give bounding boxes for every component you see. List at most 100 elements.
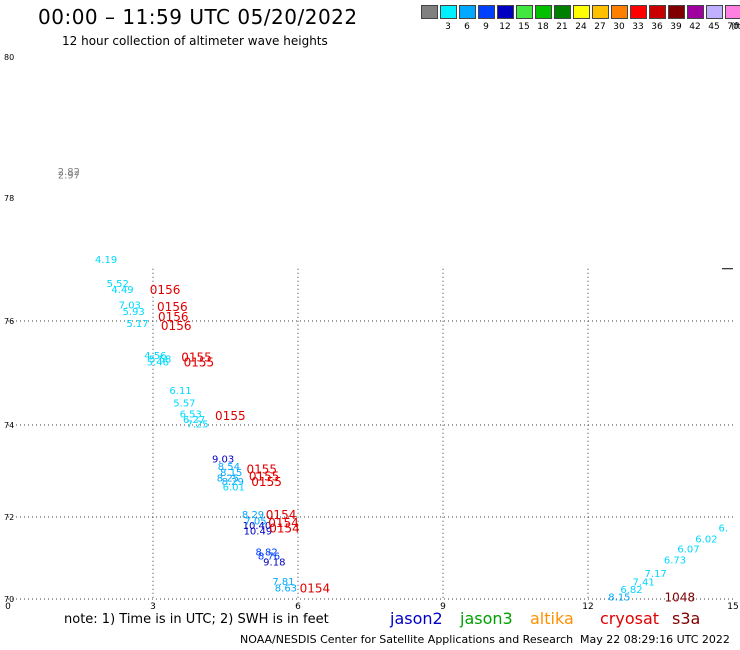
wave-height-label: 6.07 (677, 545, 699, 556)
legend-swatch (421, 5, 438, 19)
wave-height-label: 0156 (150, 283, 181, 297)
x-tick-label: 3 (150, 602, 156, 612)
legend-swatch (440, 5, 457, 19)
legend-swatch (497, 5, 514, 19)
wave-height-label: 8.76 (258, 552, 280, 563)
wave-height-label: 6.73 (664, 556, 686, 567)
wave-height-label: 0155 (249, 470, 280, 484)
legend-label: 33 (632, 22, 644, 32)
y-tick-label: 78 (4, 194, 14, 203)
legend-swatch (478, 5, 495, 19)
wave-height-label: 0155 (184, 356, 215, 370)
legend-swatch (630, 5, 647, 19)
y-tick-label: 80 (4, 53, 14, 62)
wave-height-label: 8.63 (275, 584, 297, 595)
wave-height-label: 0155 (181, 350, 212, 364)
wave-height-label: 0155 (215, 409, 246, 423)
y-tick-label: 72 (4, 513, 14, 522)
wave-height-label: 7.41 (632, 577, 654, 588)
legend-swatch (554, 5, 571, 19)
legend-swatch (649, 5, 666, 19)
x-tick-label: 0 (5, 602, 11, 612)
wave-height-label: 8.54 (218, 462, 240, 473)
legend-swatch (725, 5, 740, 19)
legend-swatch (459, 5, 476, 19)
legend-label: 21 (556, 22, 568, 32)
legend-label: 18 (537, 22, 549, 32)
legend-label: 45 (708, 22, 720, 32)
legend-swatch (516, 5, 533, 19)
wave-height-label: 0154 (269, 521, 300, 535)
wave-height-label: 2.82 (58, 167, 80, 178)
wave-height-label: 10.40 (243, 521, 272, 532)
wave-height-label: 4.56 (144, 351, 166, 362)
legend-label: 6 (464, 22, 470, 32)
y-tick-label: 76 (4, 317, 14, 326)
wave-height-label: 8.29 (242, 510, 264, 521)
legend-swatch (592, 5, 609, 19)
wave-height-label: 8.29 (222, 477, 244, 488)
legend-swatch (706, 5, 723, 19)
credit-line: NOAA/NESDIS Center for Satellite Applica… (240, 633, 574, 646)
wave-height-label: 0155 (251, 475, 282, 489)
wave-height-label: 0154 (268, 516, 299, 530)
legend-label: 30 (613, 22, 625, 32)
satellite-jason3: jason3 (460, 609, 513, 628)
wave-height-label: 4.49 (111, 285, 133, 296)
legend-label: 15 (518, 22, 530, 32)
wave-height-label: 8.82 (255, 547, 277, 558)
legend-label: 27 (594, 22, 606, 32)
legend-label: 9 (483, 22, 489, 32)
wave-height-label: 4.19 (95, 255, 117, 266)
y-tick-label: 70 (4, 595, 14, 604)
satellite-cryosat: cryosat (600, 609, 660, 628)
wave-height-label: 6. (719, 524, 729, 535)
wave-height-label: 7.25 (186, 419, 208, 430)
legend-swatch (611, 5, 628, 19)
wave-height-label: 0154 (266, 508, 297, 522)
wave-height-label: 5.57 (173, 399, 195, 410)
wave-height-label: 0156 (161, 319, 192, 333)
wave-height-label: 2.97 (58, 171, 80, 182)
legend-swatch (668, 5, 685, 19)
wave-height-label: 0155 (246, 463, 277, 477)
wave-height-label: 8.15 (608, 593, 630, 604)
wave-height-label: 9.18 (263, 558, 285, 569)
wave-height-label: 7.81 (272, 577, 294, 588)
x-tick-label: 6 (295, 602, 301, 612)
wave-height-label: 5.46 (147, 358, 169, 369)
wave-height-label: 6.82 (620, 585, 642, 596)
chart-title: 00:00 – 11:59 UTC 05/20/2022 (38, 5, 358, 29)
legend-label: 39 (670, 22, 682, 32)
wave-height-label: 6.01 (223, 483, 245, 494)
wave-height-label: 1048 (665, 591, 696, 605)
satellite-jason2: jason2 (390, 609, 443, 628)
wave-height-label: 0156 (158, 310, 189, 324)
wave-height-label: 5.52 (107, 279, 129, 290)
x-tick-label: 15 (727, 602, 738, 612)
wave-height-label: 8.15 (220, 468, 242, 479)
legend-label: 42 (689, 22, 701, 32)
legend-swatch (687, 5, 704, 19)
wave-height-label: 0154 (300, 582, 331, 596)
y-tick-label: 74 (4, 421, 14, 430)
wave-height-label: 6.11 (169, 386, 191, 397)
wave-height-label: 5.17 (126, 319, 148, 330)
x-tick-label: 12 (582, 602, 593, 612)
satellite-altika: altika (530, 609, 574, 628)
wave-height-label: 6.27 (183, 415, 205, 426)
footer-note: note: 1) Time is in UTC; 2) SWH is in fe… (64, 612, 329, 627)
wave-height-label: 6.53 (180, 410, 202, 421)
legend-label: 24 (575, 22, 587, 32)
wave-height-label: 0156 (157, 300, 188, 314)
wave-height-label: 7.17 (645, 569, 667, 580)
satellite-s3a: s3a (672, 609, 701, 628)
chart-subtitle: 12 hour collection of altimeter wave hei… (62, 34, 328, 48)
wave-height-label: 5.93 (123, 307, 145, 318)
wave-height-label: 6.02 (695, 534, 717, 545)
legend-label: 12 (499, 22, 511, 32)
legend-unit: (ft) (731, 22, 740, 32)
legend-label: 3 (445, 22, 451, 32)
wave-height-label: 5.58 (149, 354, 171, 365)
